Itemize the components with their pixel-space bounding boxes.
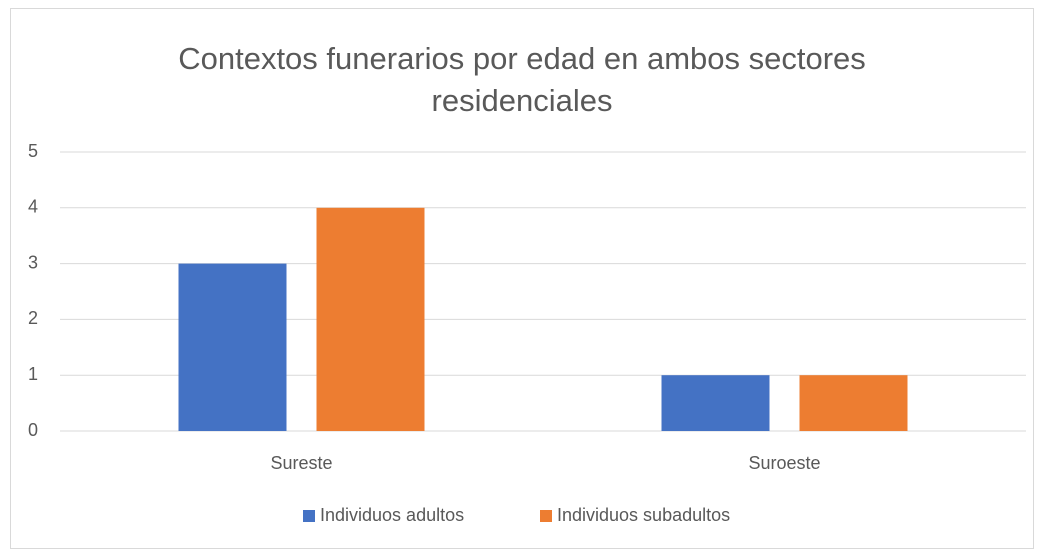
bar bbox=[316, 207, 425, 431]
y-tick-label: 2 bbox=[28, 308, 38, 328]
x-tick-label: Suroeste bbox=[748, 453, 820, 473]
y-tick-label: 5 bbox=[28, 141, 38, 161]
chart-title: Contextos funerarios por edad en ambos s… bbox=[178, 41, 866, 118]
bar bbox=[799, 375, 908, 431]
bar bbox=[178, 263, 287, 431]
x-tick-label: Sureste bbox=[270, 453, 332, 473]
legend-swatch bbox=[303, 510, 315, 522]
y-tick-label: 4 bbox=[28, 197, 38, 217]
legend-swatch bbox=[540, 510, 552, 522]
legend-label: Individuos subadultos bbox=[557, 505, 730, 525]
legend-label: Individuos adultos bbox=[320, 505, 464, 525]
y-tick-label: 3 bbox=[28, 252, 38, 272]
bar bbox=[661, 375, 770, 431]
y-tick-label: 0 bbox=[28, 420, 38, 440]
y-tick-label: 1 bbox=[28, 364, 38, 384]
